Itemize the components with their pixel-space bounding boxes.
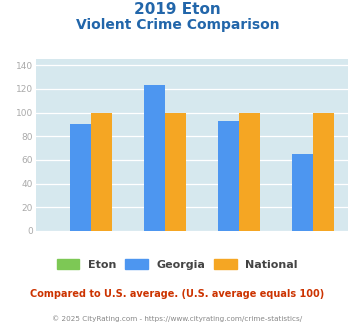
Bar — [313, 113, 334, 231]
Text: © 2025 CityRating.com - https://www.cityrating.com/crime-statistics/: © 2025 CityRating.com - https://www.city… — [53, 315, 302, 322]
Bar — [292, 154, 313, 231]
Bar — [144, 85, 165, 231]
Bar — [91, 113, 112, 231]
Bar — [165, 113, 186, 231]
Bar — [239, 113, 260, 231]
Text: Compared to U.S. average. (U.S. average equals 100): Compared to U.S. average. (U.S. average … — [31, 289, 324, 299]
Text: 2019 Eton: 2019 Eton — [134, 2, 221, 16]
Text: Violent Crime Comparison: Violent Crime Comparison — [76, 18, 279, 32]
Legend: Eton, Georgia, National: Eton, Georgia, National — [53, 255, 302, 274]
Bar — [218, 121, 239, 231]
Bar — [70, 124, 91, 231]
